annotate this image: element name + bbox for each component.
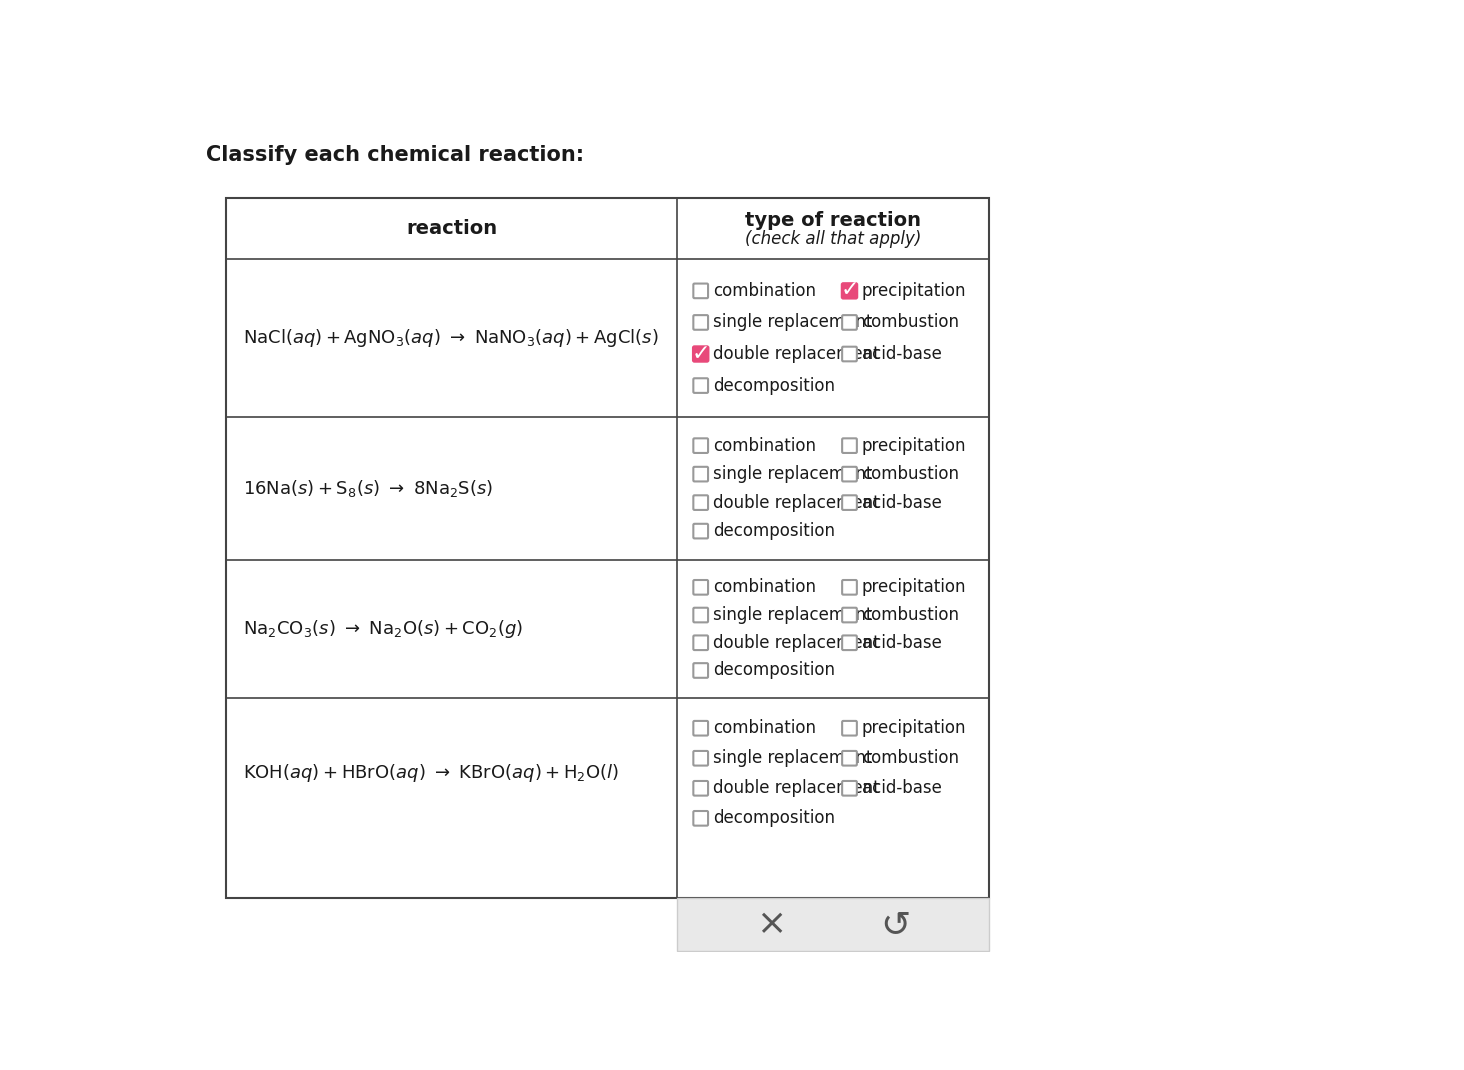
Text: acid-base: acid-base [862, 779, 941, 797]
FancyBboxPatch shape [842, 721, 856, 735]
Text: combination: combination [713, 578, 815, 596]
FancyBboxPatch shape [842, 608, 856, 623]
FancyBboxPatch shape [842, 284, 856, 299]
FancyBboxPatch shape [694, 439, 709, 453]
FancyBboxPatch shape [842, 439, 856, 453]
FancyBboxPatch shape [842, 580, 856, 595]
Text: precipitation: precipitation [862, 578, 966, 596]
Text: combination: combination [713, 281, 815, 300]
Text: (check all that apply): (check all that apply) [745, 229, 921, 247]
Text: acid-base: acid-base [862, 345, 941, 363]
Text: double replacement: double replacement [713, 493, 880, 511]
Text: $\mathrm{NaCl}(aq) + \mathrm{AgNO_3}(aq)\ \rightarrow\ \mathrm{NaNO_3}(aq) + \ma: $\mathrm{NaCl}(aq) + \mathrm{AgNO_3}(aq)… [243, 327, 659, 349]
FancyBboxPatch shape [694, 751, 709, 765]
Text: acid-base: acid-base [862, 493, 941, 511]
FancyBboxPatch shape [842, 781, 856, 796]
Text: double replacement: double replacement [713, 345, 880, 363]
FancyBboxPatch shape [694, 495, 709, 510]
Text: Classify each chemical reaction:: Classify each chemical reaction: [206, 146, 584, 166]
Text: precipitation: precipitation [862, 719, 966, 737]
Text: double replacement: double replacement [713, 633, 880, 652]
Text: ✓: ✓ [691, 343, 710, 364]
FancyBboxPatch shape [694, 524, 709, 538]
FancyBboxPatch shape [694, 608, 709, 623]
FancyBboxPatch shape [694, 379, 709, 393]
Text: reaction: reaction [406, 219, 498, 238]
FancyBboxPatch shape [694, 467, 709, 482]
Text: single replacement: single replacement [713, 314, 873, 332]
Text: precipitation: precipitation [862, 437, 966, 455]
FancyBboxPatch shape [842, 636, 856, 651]
Text: combustion: combustion [862, 606, 959, 624]
Text: single replacement: single replacement [713, 465, 873, 484]
Text: ×: × [755, 907, 786, 942]
FancyBboxPatch shape [842, 316, 856, 330]
FancyBboxPatch shape [842, 347, 856, 362]
Text: $\mathrm{KOH}(aq) + \mathrm{HBrO}(aq)\ \rightarrow\ \mathrm{KBrO}(aq) + \mathrm{: $\mathrm{KOH}(aq) + \mathrm{HBrO}(aq)\ \… [243, 762, 619, 784]
FancyBboxPatch shape [694, 721, 709, 735]
Text: ✓: ✓ [840, 280, 859, 301]
Bar [678, 899, 990, 951]
Text: decomposition: decomposition [713, 377, 834, 395]
Text: double replacement: double replacement [713, 779, 880, 797]
FancyBboxPatch shape [842, 751, 856, 765]
FancyBboxPatch shape [694, 316, 709, 330]
Text: decomposition: decomposition [713, 661, 834, 679]
FancyBboxPatch shape [694, 636, 709, 651]
Text: $\mathrm{Na_2CO_3}(s)\ \rightarrow\ \mathrm{Na_2O}(s) + \mathrm{CO_2}(g)$: $\mathrm{Na_2CO_3}(s)\ \rightarrow\ \mat… [243, 617, 523, 640]
Bar [225, 198, 990, 899]
Text: combination: combination [713, 437, 815, 455]
FancyBboxPatch shape [694, 347, 709, 362]
FancyBboxPatch shape [694, 663, 709, 677]
Text: type of reaction: type of reaction [745, 211, 921, 230]
Text: ↺: ↺ [880, 907, 911, 942]
FancyBboxPatch shape [842, 495, 856, 510]
FancyBboxPatch shape [694, 580, 709, 595]
Text: acid-base: acid-base [862, 633, 941, 652]
FancyBboxPatch shape [694, 781, 709, 796]
Text: decomposition: decomposition [713, 809, 834, 827]
FancyBboxPatch shape [842, 467, 856, 482]
FancyBboxPatch shape [694, 284, 709, 299]
Text: single replacement: single replacement [713, 749, 873, 767]
Text: $\mathrm{16Na}(s) + \mathrm{S_8}(s)\ \rightarrow\ \mathrm{8Na_2S}(s)$: $\mathrm{16Na}(s) + \mathrm{S_8}(s)\ \ri… [243, 478, 493, 499]
Text: decomposition: decomposition [713, 522, 834, 540]
Text: combustion: combustion [862, 465, 959, 484]
Text: combustion: combustion [862, 749, 959, 767]
Text: precipitation: precipitation [862, 281, 966, 300]
Text: combination: combination [713, 719, 815, 737]
FancyBboxPatch shape [694, 811, 709, 826]
Text: single replacement: single replacement [713, 606, 873, 624]
Text: combustion: combustion [862, 314, 959, 332]
